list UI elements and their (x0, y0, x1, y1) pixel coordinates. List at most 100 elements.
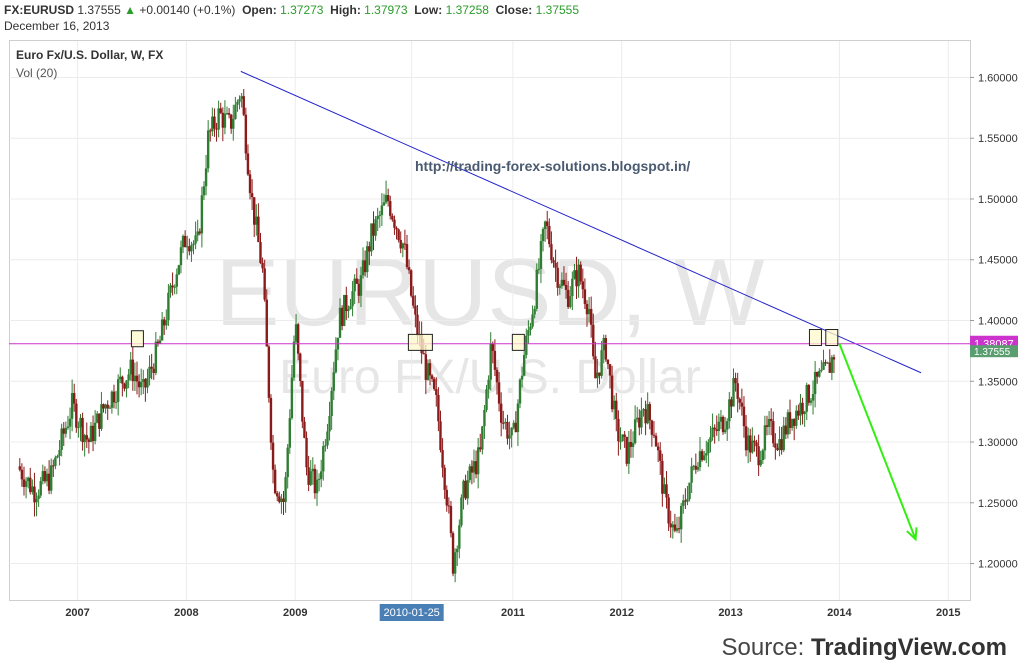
candle-up (37, 495, 40, 499)
candle-up (133, 375, 137, 382)
candle-down (464, 480, 467, 499)
candle-up (83, 435, 86, 443)
candle-down (617, 418, 620, 442)
candle-down (742, 406, 746, 427)
candle-up (139, 381, 143, 388)
candle-down (299, 353, 302, 381)
candle-up (481, 426, 484, 450)
candle-up (179, 247, 183, 266)
candle-up (96, 413, 99, 423)
candle-up (732, 378, 735, 407)
y-tick-label: 1.45000 (978, 255, 1018, 267)
candle-down (219, 108, 222, 113)
candle-down (780, 439, 783, 451)
candle-down (721, 416, 725, 433)
y-tick-label: 1.55000 (978, 133, 1018, 145)
candle-up (284, 477, 287, 502)
candle-down (556, 267, 559, 288)
candle-up (679, 505, 683, 530)
candle-up (476, 447, 480, 475)
candle-up (154, 341, 158, 373)
candle-up (202, 186, 206, 196)
candle-up (705, 453, 708, 456)
candle-down (499, 403, 503, 423)
candle-down (514, 422, 518, 433)
candle-up (520, 375, 524, 380)
candle-down (87, 439, 91, 442)
candle-up (401, 243, 405, 249)
candle-down (828, 362, 831, 373)
candle-up (194, 235, 197, 244)
candle-up (332, 372, 335, 391)
candle-down (305, 437, 308, 468)
candle-up (636, 417, 639, 420)
candle-down (493, 350, 497, 370)
candle-up (238, 98, 241, 102)
candle-down (550, 244, 553, 261)
candle-down (265, 299, 268, 347)
candle-down (91, 425, 95, 441)
candle-down (497, 382, 501, 404)
candle-down (409, 270, 413, 296)
candle-down (430, 375, 434, 379)
candle-up (26, 477, 30, 482)
candle-down (131, 359, 135, 382)
open-value: 1.37273 (280, 3, 324, 17)
marked-box (130, 330, 144, 348)
candle-up (343, 295, 346, 326)
candle-down (615, 400, 618, 419)
candle-up (468, 466, 471, 481)
candle-up (196, 231, 199, 236)
candle-down (246, 153, 250, 175)
candle-up (663, 484, 666, 494)
candle-down (22, 479, 26, 487)
candle-down (581, 281, 585, 290)
candle-down (816, 371, 819, 377)
candle-up (378, 215, 381, 217)
candle-down (152, 368, 155, 373)
candle-up (24, 481, 28, 487)
candle-up (510, 427, 513, 436)
candle-up (58, 449, 61, 456)
candle-down (368, 246, 371, 252)
candle-up (799, 402, 802, 416)
x-tick-label: 2012 (609, 607, 633, 619)
candle-up (255, 216, 258, 225)
candle-up (537, 268, 541, 270)
candle-up (60, 428, 63, 450)
candle-up (690, 466, 693, 483)
candle-down (738, 398, 741, 403)
candle-down (776, 447, 779, 451)
candle-down (502, 422, 505, 424)
candle-up (786, 412, 790, 435)
x-tick-label-cursor: 2010-01-25 (384, 607, 440, 619)
source-credit: Source: TradingView.com (722, 634, 1007, 662)
y-tick-label: 1.50000 (978, 194, 1018, 206)
candle-up (351, 291, 354, 307)
candle-down (428, 363, 432, 376)
candle-down (18, 466, 21, 470)
candle-up (322, 446, 325, 472)
candle-down (449, 506, 453, 534)
candle-up (790, 418, 794, 428)
candle-up (217, 108, 220, 130)
candle-down (345, 295, 348, 311)
candle-down (416, 314, 419, 336)
candle-down (491, 343, 495, 351)
candle-down (52, 465, 55, 467)
candle-up (573, 270, 576, 279)
projection-arrow-line (838, 343, 917, 540)
low-label: Low: (414, 3, 443, 17)
candle-down (654, 435, 658, 447)
candle-down (253, 197, 256, 225)
candle-down (98, 413, 101, 429)
x-tick-label: 2011 (501, 607, 525, 619)
change: +0.00140 (+0.1%) (139, 3, 236, 17)
candle-up (347, 309, 350, 311)
candle-down (188, 246, 191, 252)
y-tick-label: 1.35000 (978, 376, 1018, 388)
source-brand: TradingView.com (810, 634, 1007, 661)
candle-down (665, 484, 668, 498)
